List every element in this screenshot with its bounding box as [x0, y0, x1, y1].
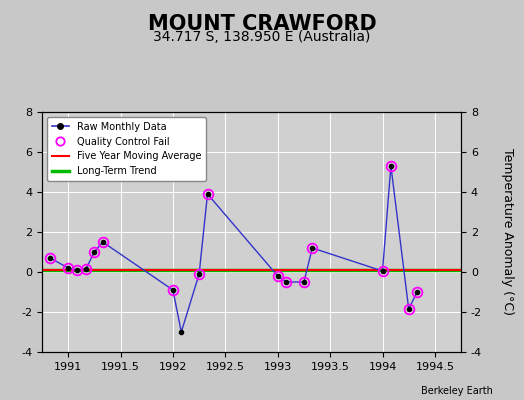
Text: MOUNT CRAWFORD: MOUNT CRAWFORD	[148, 14, 376, 34]
Legend: Raw Monthly Data, Quality Control Fail, Five Year Moving Average, Long-Term Tren: Raw Monthly Data, Quality Control Fail, …	[47, 117, 206, 181]
Y-axis label: Temperature Anomaly (°C): Temperature Anomaly (°C)	[501, 148, 515, 316]
Text: Berkeley Earth: Berkeley Earth	[421, 386, 493, 396]
Text: 34.717 S, 138.950 E (Australia): 34.717 S, 138.950 E (Australia)	[154, 30, 370, 44]
